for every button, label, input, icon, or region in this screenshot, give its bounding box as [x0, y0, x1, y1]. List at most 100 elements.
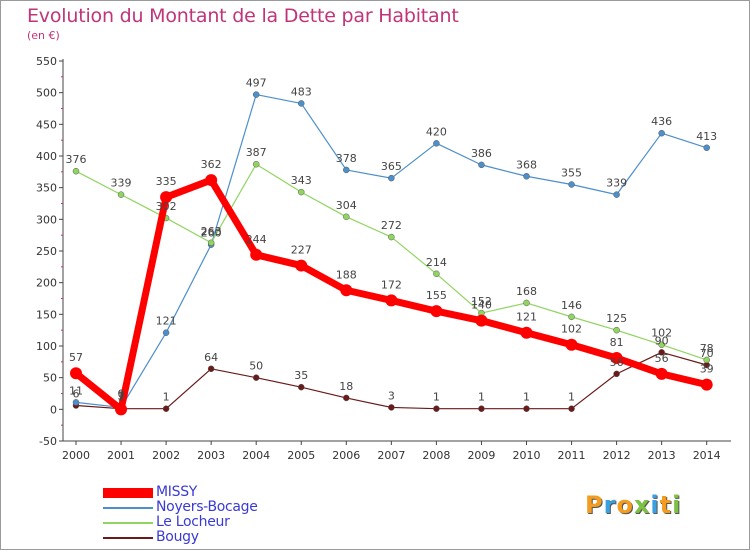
- x-tick-label: 2008: [422, 449, 450, 462]
- data-label-missy: 155: [426, 289, 447, 302]
- data-point-noyers-bocage: [433, 140, 440, 147]
- legend-swatch: [103, 507, 153, 509]
- data-label-missy: 39: [700, 363, 714, 376]
- data-point-missy: [610, 352, 623, 365]
- data-point-bougy: [298, 383, 305, 391]
- data-label-le-locheur: 387: [246, 146, 267, 159]
- data-point-missy: [160, 191, 173, 204]
- data-label-noyers-bocage: 355: [561, 167, 582, 180]
- data-label-noyers-bocage: 368: [516, 158, 537, 171]
- data-point-missy: [250, 248, 263, 261]
- y-tick-label: 100: [36, 340, 57, 353]
- data-point-missy: [205, 174, 218, 187]
- x-tick-label: 2011: [558, 449, 586, 462]
- data-point-missy: [430, 305, 443, 318]
- x-tick-label: 2006: [332, 449, 360, 462]
- data-label-noyers-bocage: 497: [246, 77, 267, 90]
- data-point-noyers-bocage: [252, 91, 260, 98]
- y-tick-label: 300: [36, 213, 57, 226]
- data-label-le-locheur: 304: [336, 199, 357, 212]
- data-point-bougy: [613, 370, 620, 378]
- data-label-le-locheur: 146: [561, 299, 582, 312]
- data-label-bougy: 50: [249, 360, 263, 373]
- data-point-bougy: [252, 374, 260, 381]
- data-label-missy: 121: [516, 311, 537, 324]
- data-label-noyers-bocage: 11: [69, 384, 83, 397]
- data-label-missy: 140: [471, 299, 492, 312]
- data-point-missy: [475, 314, 488, 327]
- data-point-le-locheur: [117, 191, 125, 198]
- data-label-le-locheur: 125: [606, 312, 627, 325]
- data-label-le-locheur: 272: [381, 219, 402, 232]
- x-tick-label: 2007: [377, 449, 405, 462]
- data-label-le-locheur: 339: [111, 177, 132, 190]
- data-label-noyers-bocage: 378: [336, 152, 357, 165]
- legend-swatch: [103, 537, 153, 539]
- data-point-missy: [115, 403, 128, 416]
- data-label-bougy: 1: [163, 391, 170, 404]
- legend-item-le-locheur: Le Locheur: [103, 515, 363, 530]
- data-label-missy: 56: [655, 352, 669, 365]
- data-point-missy: [700, 378, 713, 391]
- data-point-missy: [655, 367, 668, 380]
- data-label-bougy: 1: [523, 391, 530, 404]
- legend-label: Le Locheur: [156, 514, 230, 530]
- x-tick-label: 2009: [467, 449, 495, 462]
- y-tick-label: 550: [36, 55, 57, 68]
- data-point-bougy: [568, 405, 575, 412]
- x-tick-label: 2010: [513, 449, 541, 462]
- logo-letter: r: [603, 491, 617, 519]
- data-label-missy: 57: [69, 351, 83, 364]
- data-label-noyers-bocage: 483: [291, 85, 312, 98]
- data-point-noyers-bocage: [613, 191, 620, 198]
- data-point-noyers-bocage: [162, 329, 170, 336]
- data-label-le-locheur: 263: [201, 225, 222, 238]
- y-tick-label: 250: [36, 245, 57, 258]
- data-label-noyers-bocage: 339: [606, 177, 627, 190]
- data-point-missy: [565, 338, 578, 351]
- data-label-bougy: 64: [204, 351, 218, 364]
- data-label-noyers-bocage: 121: [156, 315, 177, 328]
- data-point-noyers-bocage: [72, 399, 80, 406]
- x-tick-label: 2013: [648, 449, 676, 462]
- data-label-missy: 188: [336, 268, 357, 281]
- data-point-le-locheur: [703, 356, 710, 364]
- data-point-bougy: [162, 405, 170, 412]
- data-label-bougy: 1: [478, 391, 485, 404]
- x-tick-label: 2004: [242, 449, 270, 462]
- data-point-le-locheur: [613, 326, 620, 334]
- data-label-le-locheur: 168: [516, 285, 537, 298]
- logo-letter: t: [659, 491, 673, 519]
- data-point-bougy: [207, 365, 215, 373]
- data-label-noyers-bocage: 260: [201, 227, 222, 240]
- data-point-noyers-bocage: [523, 173, 530, 180]
- legend-label: Noyers-Bocage: [156, 499, 258, 515]
- data-point-le-locheur: [388, 233, 395, 241]
- data-point-bougy: [388, 404, 395, 411]
- data-label-noyers-bocage: 436: [651, 115, 672, 128]
- data-point-noyers-bocage: [478, 161, 485, 169]
- y-tick-label: 50: [43, 372, 57, 385]
- legend-swatch: [103, 488, 153, 498]
- data-point-bougy: [478, 405, 485, 412]
- data-label-bougy: 1: [118, 391, 125, 404]
- data-label-le-locheur: 214: [426, 256, 447, 269]
- data-point-noyers-bocage: [658, 129, 665, 137]
- data-label-bougy: 56: [610, 356, 624, 369]
- y-tick-label: 0: [50, 403, 57, 416]
- y-tick-label: 200: [36, 277, 57, 290]
- data-point-noyers-bocage: [703, 144, 710, 152]
- data-label-noyers-bocage: 3: [118, 389, 125, 402]
- data-point-bougy: [658, 349, 665, 356]
- data-label-le-locheur: 152: [471, 295, 492, 308]
- y-tick-label: 450: [36, 118, 57, 131]
- data-point-missy: [385, 294, 398, 307]
- data-point-bougy: [343, 394, 350, 402]
- x-tick-label: 2001: [107, 449, 135, 462]
- data-point-le-locheur: [207, 239, 215, 247]
- logo-letter: P: [585, 491, 604, 519]
- data-label-le-locheur: 376: [66, 153, 87, 166]
- data-label-noyers-bocage: 420: [426, 125, 447, 138]
- data-label-missy: 102: [561, 323, 582, 336]
